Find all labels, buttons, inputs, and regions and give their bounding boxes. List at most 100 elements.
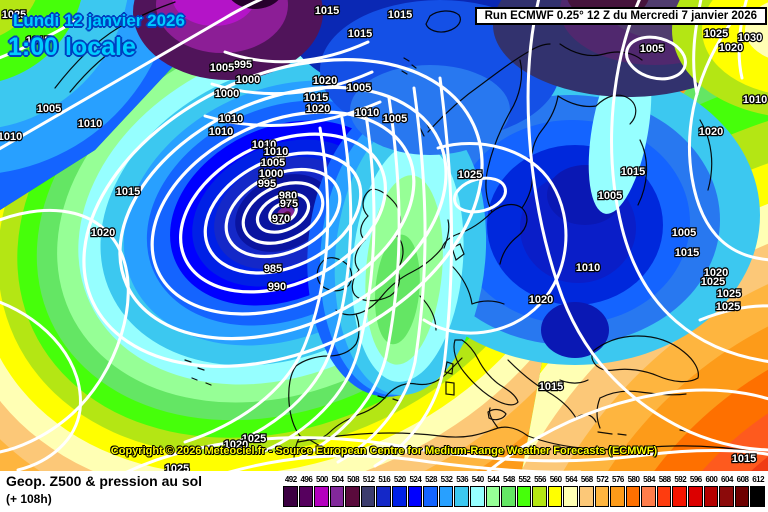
scale-color-cell [719,486,734,507]
scale-color-cell [423,486,438,507]
footer-bar: Geop. Z500 & pression au sol (+ 108h) 49… [0,471,768,512]
scale-color-cell [532,486,547,507]
pressure-value-label: 995 [258,178,276,190]
pressure-value-label: 1020 [91,227,115,239]
pressure-value-label: 1000 [215,88,239,100]
scale-tick-label: 544 [487,475,500,484]
pressure-value-label: 1020 [529,294,553,306]
pressure-value-label: 1010 [209,126,233,138]
pressure-value-label: 1020 [704,267,728,279]
scale-tick-label: 580 [627,475,640,484]
scale-tick-label: 572 [596,475,609,484]
forecast-step: (+ 108h) [6,492,52,506]
pressure-value-label: 1020 [306,103,330,115]
pressure-value-label: 1020 [313,75,337,87]
run-info-box: Run ECMWF 0.25° 12 Z du Mercredi 7 janvi… [474,7,767,25]
scale-tick-label: 588 [658,475,671,484]
scale-tick-label: 556 [534,475,546,484]
scale-tick-label: 612 [752,475,765,484]
pressure-value-label: 1010 [355,107,379,119]
pressure-value-label: 995 [234,59,252,71]
scale-color-cell [469,486,485,507]
pressure-value-label: 1020 [224,439,248,451]
pressure-value-label: 1015 [732,453,756,465]
pressure-labels-group: 1025101510051010101010151020101510159951… [0,4,768,471]
scale-tick-label: 592 [674,475,687,484]
pressure-value-label: 1015 [116,186,140,198]
color-scale-labels: 492 496 500 504 508 512 516 520 524 528 532 536 540 5… [283,475,766,485]
pressure-value-label: 1015 [348,28,372,40]
scale-tick-label: 564 [565,475,578,484]
scale-color-cell [641,486,656,507]
pressure-value-label: 985 [264,263,282,275]
scale-tick-label: 512 [362,475,375,484]
pressure-value-label: 1015 [388,9,412,21]
scale-color-cell [360,486,376,507]
pressure-value-label: 1020 [719,42,743,54]
pressure-value-label: 1025 [716,301,740,313]
scale-color-cell [345,486,360,507]
scale-tick-label: 520 [393,475,406,484]
pressure-value-label: 980 [279,190,297,202]
pressure-value-label: 1015 [621,166,645,178]
scale-tick-label: 496 [300,475,313,484]
pressure-value-label: 1030 [738,32,762,44]
color-scale-legend: 492 496 500 504 508 512 516 520 524 528 532 536 540 5… [283,475,766,507]
pressure-value-label: 1005 [37,103,61,115]
pressure-value-label: 1010 [78,118,102,130]
scale-tick-label: 532 [440,475,453,484]
scale-tick-label: 492 [284,475,297,484]
pressure-value-label: 1005 [210,62,234,74]
scale-tick-label: 508 [347,475,360,484]
scale-color-cell [516,486,532,507]
pressure-value-label: 1010 [576,262,600,274]
pressure-value-label: 1015 [304,92,328,104]
scale-tick-label: 500 [316,475,328,484]
scale-tick-label: 604 [721,475,733,484]
scale-tick-label: 596 [689,475,702,484]
pressure-value-label: 1025 [2,9,26,21]
scale-color-cell [438,486,454,507]
pressure-value-label: 1005 [640,43,664,55]
scale-color-cell [625,486,641,507]
pressure-value-label: 1025 [701,276,725,288]
pressure-value-label: 1005 [347,82,371,94]
scale-color-cell [610,486,625,507]
pressure-value-label: 1025 [717,288,741,300]
pressure-value-label: 975 [280,198,298,210]
scale-tick-label: 584 [643,475,656,484]
scale-tick-label: 524 [409,475,422,484]
pressure-value-label: 1005 [672,227,696,239]
scale-color-cell [283,486,298,507]
scale-color-cell [750,486,765,507]
color-scale-cells [283,486,766,507]
scale-color-cell [314,486,329,507]
map-area: 1025 1015 1005 1010 1010 1015 1020 1015 1015 995 1… [0,0,768,471]
scale-color-cell [563,486,578,507]
pressure-value-label: 1015 [26,35,50,47]
scale-color-cell [656,486,672,507]
copyright-text: Copyright © 2026 Meteociel.fr - Source E… [110,445,658,457]
pressure-value-label: 1010 [219,113,243,125]
scale-color-cell [672,486,688,507]
scale-color-cell [298,486,314,507]
pressure-value-label: 1010 [252,139,276,151]
pressure-value-label: 1010 [0,131,22,143]
scale-tick-label: 548 [502,475,515,484]
scale-color-cell [501,486,516,507]
pressure-value-label: 1025 [458,169,482,181]
scale-tick-label: 560 [549,475,562,484]
pressure-value-label: 1025 [242,433,266,445]
scale-tick-label: 552 [518,475,531,484]
product-title: Geop. Z500 & pression au sol [6,473,203,489]
pressure-value-label: 1000 [259,168,283,180]
scale-tick-label: 540 [471,475,484,484]
scale-tick-label: 536 [456,475,469,484]
geopotential-map: 1025101510051010101010151020101510159951… [0,0,768,471]
isobars-group [0,0,768,471]
pressure-value-label: 1005 [261,157,285,169]
scale-tick-label: 568 [580,475,593,484]
scale-tick-label: 504 [331,475,344,484]
scale-color-cell [454,486,469,507]
